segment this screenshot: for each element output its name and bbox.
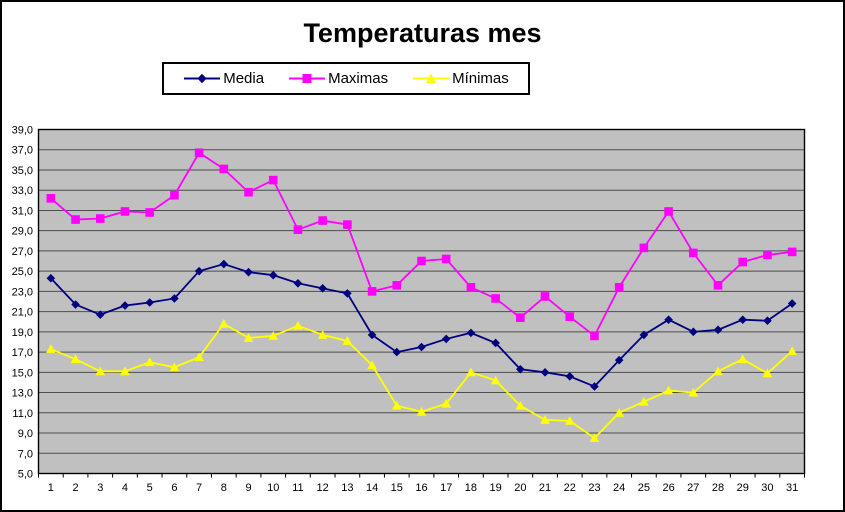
x-tick-label: 29 xyxy=(737,482,749,494)
y-tick-label: 19,0 xyxy=(12,327,33,339)
legend-item-minimas: Mínimas xyxy=(412,71,509,86)
plot-area xyxy=(38,129,805,474)
maximas-line-marker-icon xyxy=(289,74,326,83)
x-tick-label: 3 xyxy=(97,482,103,494)
x-tick-label: 1 xyxy=(48,482,54,494)
x-tick-label: 4 xyxy=(122,482,128,494)
series-media xyxy=(46,259,797,391)
y-tick-label: 13,0 xyxy=(12,388,33,400)
x-tick-label: 20 xyxy=(514,482,526,494)
chart-title: Temperaturas mes xyxy=(303,18,542,48)
legend-item-media: Media xyxy=(183,71,264,86)
y-tick-label: 21,0 xyxy=(12,307,33,319)
x-tick-label: 31 xyxy=(786,482,798,494)
x-tick-label: 9 xyxy=(245,482,251,494)
x-tick-label: 15 xyxy=(391,482,403,494)
x-tick-label: 6 xyxy=(171,482,177,494)
y-tick-label: 23,0 xyxy=(12,286,33,298)
x-tick-label: 8 xyxy=(221,482,227,494)
legend-label-media: Media xyxy=(223,70,265,87)
y-tick-label: 25,0 xyxy=(12,266,33,278)
y-tick-label: 9,0 xyxy=(18,428,33,440)
x-tick-label: 21 xyxy=(539,482,551,494)
legend-label-minimas: Mínimas xyxy=(452,70,509,87)
gridlines xyxy=(38,149,805,454)
chart-legend: Media Maximas Mínimas xyxy=(162,62,530,95)
x-tick-label: 2 xyxy=(73,482,79,494)
legend-label-maximas: Maximas xyxy=(328,70,389,87)
y-tick-label: 35,0 xyxy=(12,165,33,177)
x-tick-label: 7 xyxy=(196,482,202,494)
x-tick-label: 17 xyxy=(440,482,452,494)
x-tick-label: 23 xyxy=(588,482,600,494)
x-tick-label: 13 xyxy=(341,482,353,494)
y-tick-label: 39,0 xyxy=(12,125,33,137)
x-tick-label: 28 xyxy=(712,482,724,494)
series-minimas xyxy=(46,318,797,442)
y-tick-label: 17,0 xyxy=(12,347,33,359)
x-tick-label: 11 xyxy=(292,482,303,494)
x-tick-label: 5 xyxy=(147,482,153,494)
y-tick-label: 33,0 xyxy=(12,185,33,197)
x-tick-label: 25 xyxy=(638,482,650,494)
x-tick-label: 22 xyxy=(564,482,576,494)
x-tick-label: 19 xyxy=(490,482,502,494)
y-tick-label: 15,0 xyxy=(12,367,33,379)
media-line-marker-icon xyxy=(184,73,221,84)
plot-border xyxy=(37,128,806,475)
series-maximas xyxy=(46,148,797,341)
y-tick-label: 37,0 xyxy=(12,145,33,157)
y-tick-label: 11,0 xyxy=(12,408,33,420)
y-tick-label: 31,0 xyxy=(12,205,33,217)
minimas-line-marker-icon xyxy=(413,73,450,83)
x-tick-label: 14 xyxy=(366,482,378,494)
y-tick-label: 27,0 xyxy=(12,246,33,258)
x-tick-label: 12 xyxy=(317,482,329,494)
y-tick-label: 29,0 xyxy=(12,226,33,238)
x-tick-label: 30 xyxy=(761,482,773,494)
y-axis-labels: 39,0 37,0 35,0 33,0 31,0 29,0 27,0 25,0 23,0 21,0… xyxy=(12,125,33,481)
x-axis: 1 2 3 4 5 6 7 8 9 10 11 12 13 14 15 16 17 18 19 20 21 22 23 24 2… xyxy=(38,473,805,494)
x-tick-label: 27 xyxy=(687,482,699,494)
y-tick-label: 5,0 xyxy=(18,469,33,481)
x-tick-label: 16 xyxy=(415,482,427,494)
y-tick-label: 7,0 xyxy=(18,448,33,460)
x-tick-label: 26 xyxy=(662,482,674,494)
x-tick-label: 24 xyxy=(613,482,625,494)
x-tick-label: 10 xyxy=(267,482,279,494)
legend-item-maximas: Maximas xyxy=(288,71,388,86)
x-tick-label: 18 xyxy=(465,482,477,494)
